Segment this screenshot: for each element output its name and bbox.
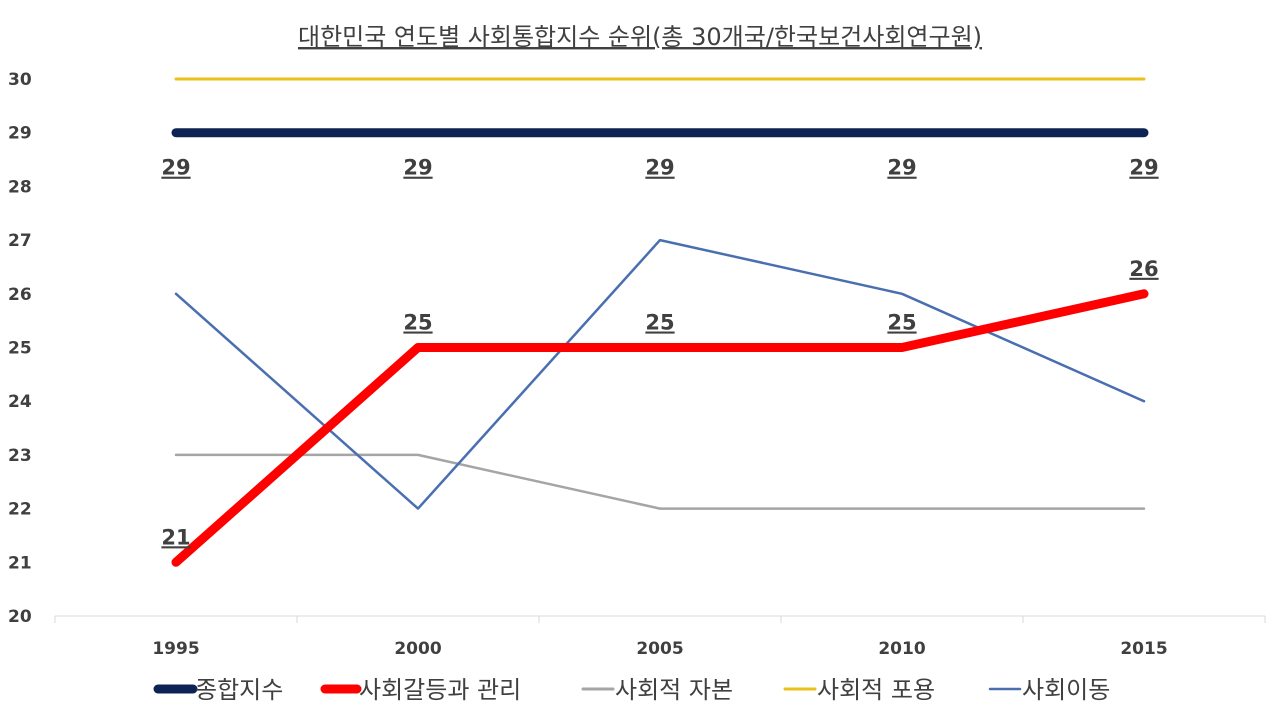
y-tick-label: 25 (8, 339, 32, 359)
data-label: 25 (403, 311, 432, 335)
axes: 20 21 22 23 24 25 26 27 28 29 30 1995 2000 2005 2010 20… (8, 70, 1266, 659)
data-label: 29 (1129, 156, 1158, 180)
legend: 종합지수 사회갈등과 관리 사회적 자본 사회적 포용 사회이동 (153, 676, 1110, 704)
data-label: 29 (645, 156, 674, 180)
data-label: 25 (887, 311, 916, 335)
legend-label: 사회적 자본 (615, 676, 733, 704)
y-tick-label: 26 (8, 285, 32, 305)
series-line-2 (174, 453, 1146, 510)
data-label: 25 (645, 311, 674, 335)
y-tick-label: 28 (8, 177, 32, 197)
y-tick-label: 21 (8, 553, 32, 573)
data-labels: 29 29 29 29 29 21 25 25 25 26 (161, 156, 1158, 550)
legend-label: 사회적 포용 (817, 676, 935, 704)
series-line-1 (171, 289, 1149, 567)
y-tick-label: 30 (8, 70, 32, 90)
y-tick-label: 29 (8, 124, 32, 144)
y-tick-label: 24 (8, 392, 32, 412)
x-tick-label: 2000 (394, 639, 441, 659)
data-label: 21 (161, 525, 190, 549)
legend-label: 사회이동 (1022, 676, 1110, 704)
data-label: 26 (1129, 257, 1158, 281)
x-tick-label: 1995 (152, 639, 199, 659)
data-label: 29 (887, 156, 916, 180)
chart-title: 대한민국 연도별 사회통합지수 순위(총 30개국/한국보건사회연구원) (298, 23, 982, 51)
y-tick-label: 22 (8, 500, 32, 520)
x-tick-label: 2010 (878, 639, 925, 659)
y-tick-label: 27 (8, 231, 32, 251)
x-tick-label: 2015 (1120, 639, 1167, 659)
series-lines (171, 77, 1149, 567)
data-label: 29 (403, 156, 432, 180)
y-tick-label: 20 (8, 607, 32, 627)
legend-label: 종합지수 (195, 676, 283, 704)
data-label: 29 (161, 156, 190, 180)
legend-label: 사회갈등과 관리 (359, 676, 521, 704)
y-tick-label: 23 (8, 446, 32, 466)
x-tick-label: 2005 (636, 639, 683, 659)
series-line-4 (174, 238, 1146, 510)
